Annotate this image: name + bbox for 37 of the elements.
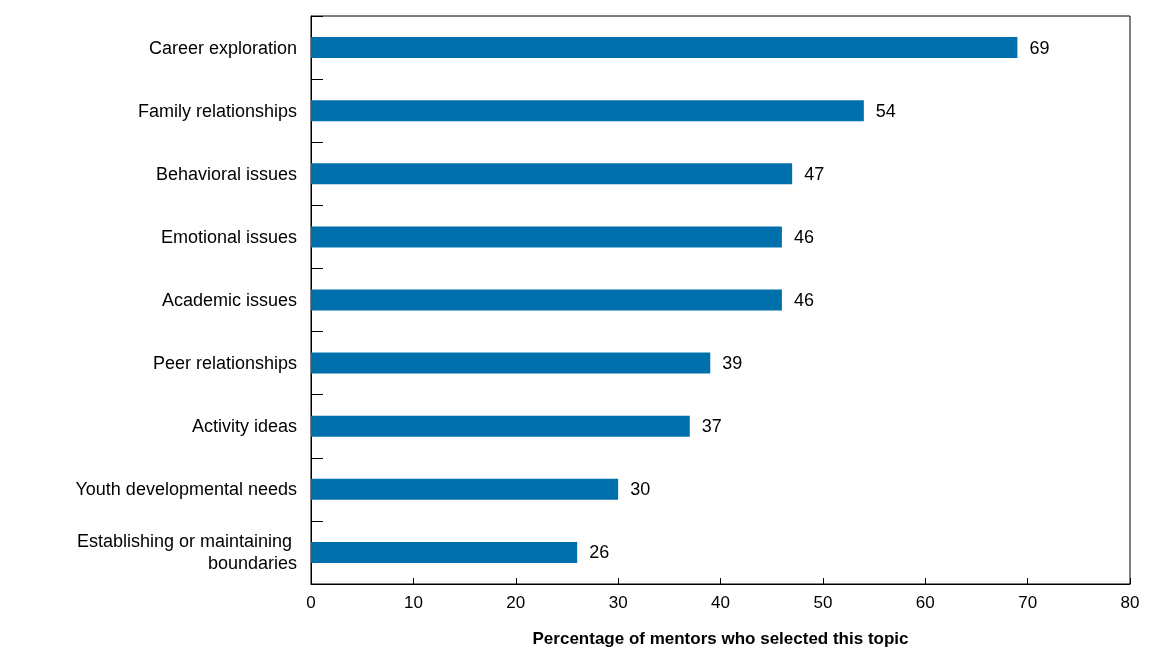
- bar: [311, 226, 782, 248]
- y-tick-label: Youth developmental needs: [75, 479, 297, 500]
- x-tick-label: 70: [1018, 593, 1038, 612]
- data-label: 46: [793, 290, 814, 310]
- data-label: 30: [630, 479, 651, 500]
- data-label: 47: [804, 163, 825, 184]
- x-tick-label: 0: [306, 593, 316, 612]
- bar: [311, 352, 711, 374]
- data-label: 37: [701, 416, 722, 437]
- y-tick-label: Emotional issues: [160, 226, 297, 247]
- data-label: 39: [722, 353, 743, 374]
- x-axis-title: Percentage of mentors who selected this topic: [532, 629, 909, 648]
- x-tick-label: 80: [1120, 593, 1140, 612]
- y-tick-label: Behavioral issues: [155, 163, 297, 184]
- data-label: 26: [589, 542, 610, 563]
- bar: [311, 37, 1018, 59]
- x-tick-label: 30: [608, 593, 628, 612]
- data-label: 54: [875, 100, 896, 121]
- y-tick-label: Activity ideas: [191, 416, 297, 437]
- y-tick-label: Career exploration: [148, 37, 297, 58]
- x-tick-label: 10: [403, 593, 423, 612]
- bar: [311, 541, 578, 563]
- bar: [311, 415, 690, 437]
- bar: [311, 478, 619, 500]
- x-tick-label: 60: [915, 593, 935, 612]
- y-tick-label: Academic issues: [161, 290, 297, 310]
- y-tick-label: Establishing or maintaining boundaries: [76, 531, 297, 574]
- x-tick-label: 20: [506, 593, 526, 612]
- y-tick-label: Peer relationships: [152, 353, 297, 374]
- data-label: 69: [1029, 37, 1050, 58]
- x-tick-label: 50: [813, 593, 833, 612]
- bar: [311, 100, 864, 122]
- bar: [311, 163, 793, 185]
- x-tick-label: 40: [711, 593, 730, 612]
- y-tick-label: Family relationships: [137, 100, 297, 121]
- bar: [311, 289, 782, 311]
- data-label: 46: [793, 226, 814, 247]
